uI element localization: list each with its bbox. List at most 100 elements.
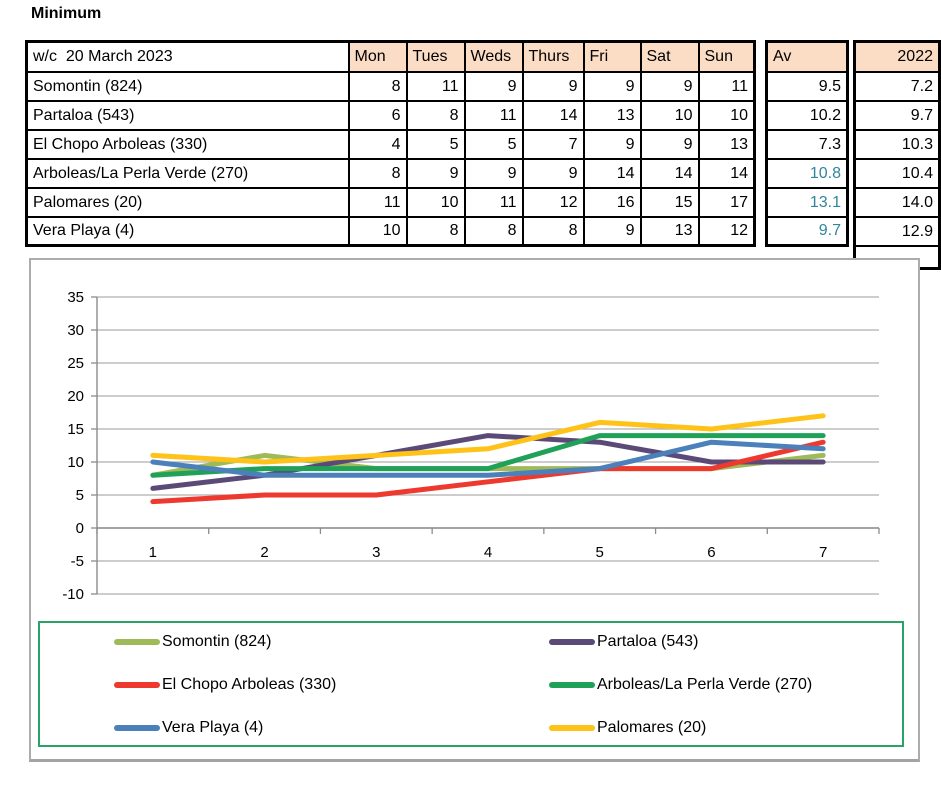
table-row: 9.5 (765, 70, 849, 102)
row-label-cell[interactable]: Somontin (824) (25, 70, 350, 102)
table-row: 9.7 (765, 215, 849, 247)
value-cell[interactable]: 12 (521, 186, 585, 218)
year-value-cell[interactable]: 10.3 (853, 128, 941, 160)
value-cell[interactable]: 8 (463, 215, 524, 247)
legend-label: Vera Playa (4) (162, 719, 264, 736)
year-value-cell[interactable]: 12.9 (853, 215, 941, 247)
legend-label: Partaloa (543) (597, 633, 699, 650)
value-cell[interactable]: 14 (582, 157, 642, 189)
average-header-cell[interactable]: Av (765, 40, 849, 73)
value-cell[interactable]: 10 (639, 99, 700, 131)
value-cell[interactable]: 10 (697, 99, 756, 131)
value-cell[interactable]: 8 (347, 157, 408, 189)
x-axis-label: 6 (707, 544, 715, 561)
average-cell[interactable]: 10.2 (765, 99, 849, 131)
day-header-fri[interactable]: Fri (582, 40, 642, 73)
x-axis-label: 7 (819, 544, 827, 561)
x-axis-label: 1 (149, 544, 157, 561)
value-cell[interactable]: 5 (463, 128, 524, 160)
row-label-cell[interactable]: Palomares (20) (25, 186, 350, 218)
row-label-cell[interactable]: Arboleas/La Perla Verde (270) (25, 157, 350, 189)
value-cell[interactable]: 10 (347, 215, 408, 247)
legend-swatch (114, 639, 160, 645)
value-cell[interactable]: 8 (405, 215, 466, 247)
value-cell[interactable]: 11 (463, 186, 524, 218)
legend-swatch (549, 639, 595, 645)
y-axis-label: 10 (67, 454, 84, 471)
year-value-cell[interactable]: 9.7 (853, 99, 941, 131)
day-header-weds[interactable]: Weds (463, 40, 524, 73)
row-label-cell[interactable]: El Chopo Arboleas (330) (25, 128, 350, 160)
year-value-cell[interactable]: 10.4 (853, 157, 941, 189)
week-header-cell[interactable]: w/c 20 March 2023 (25, 40, 350, 73)
table-row: Palomares (20) 11 10 11 12 16 15 17 (25, 186, 756, 218)
year-value-cell[interactable]: 14.0 (853, 186, 941, 218)
value-cell[interactable]: 9 (463, 157, 524, 189)
value-cell[interactable]: 17 (697, 186, 756, 218)
value-cell[interactable]: 7 (521, 128, 585, 160)
average-cell[interactable]: 7.3 (765, 128, 849, 160)
series-line (150, 439, 826, 505)
average-cell[interactable]: 10.8 (765, 157, 849, 189)
value-cell[interactable]: 13 (582, 99, 642, 131)
row-label-cell[interactable]: Vera Playa (4) (25, 215, 350, 247)
value-cell[interactable]: 14 (639, 157, 700, 189)
table-row: 9.7 (853, 99, 941, 131)
year-value-cell[interactable]: 7.2 (853, 70, 941, 102)
y-axis-label: -10 (62, 586, 84, 603)
value-cell[interactable]: 9 (582, 215, 642, 247)
value-cell[interactable]: 16 (582, 186, 642, 218)
legend-item: Vera Playa (4) (114, 718, 263, 738)
value-cell[interactable]: 10 (405, 186, 466, 218)
value-cell[interactable]: 5 (405, 128, 466, 160)
value-cell[interactable]: 14 (697, 157, 756, 189)
header-row: w/c 20 March 2023 Mon Tues Weds Thurs Fr… (25, 40, 756, 73)
day-header-sat[interactable]: Sat (639, 40, 700, 73)
average-cell[interactable]: 9.5 (765, 70, 849, 102)
legend-item: Partaloa (543) (549, 632, 698, 652)
x-axis-label: 3 (372, 544, 380, 561)
value-cell[interactable]: 9 (639, 128, 700, 160)
legend-swatch (549, 725, 595, 731)
legend-swatch (114, 682, 160, 688)
average-cell[interactable]: 13.1 (765, 186, 849, 218)
value-cell[interactable]: 13 (697, 128, 756, 160)
x-axis-label: 5 (596, 544, 604, 561)
day-header-mon[interactable]: Mon (347, 40, 408, 73)
legend-item: Palomares (20) (549, 718, 706, 738)
value-cell[interactable]: 9 (521, 70, 585, 102)
average-cell[interactable]: 9.7 (765, 215, 849, 247)
value-cell[interactable]: 6 (347, 99, 408, 131)
value-cell[interactable]: 11 (697, 70, 756, 102)
legend-label: Palomares (20) (597, 719, 707, 736)
value-cell[interactable]: 9 (521, 157, 585, 189)
value-cell[interactable]: 9 (463, 70, 524, 102)
value-cell[interactable]: 9 (405, 157, 466, 189)
value-cell[interactable]: 8 (521, 215, 585, 247)
day-header-thurs[interactable]: Thurs (521, 40, 585, 73)
legend-label: Arboleas/La Perla Verde (270) (597, 676, 813, 693)
value-cell[interactable]: 11 (347, 186, 408, 218)
value-cell[interactable]: 15 (639, 186, 700, 218)
year-header-cell[interactable]: 2022 (853, 40, 941, 73)
y-axis-label: 35 (67, 289, 84, 306)
value-cell[interactable]: 9 (639, 70, 700, 102)
value-cell[interactable]: 8 (405, 99, 466, 131)
row-label-cell[interactable]: Partaloa (543) (25, 99, 350, 131)
table-row: 14.0 (853, 186, 941, 218)
value-cell[interactable]: 8 (347, 70, 408, 102)
legend-item: Arboleas/La Perla Verde (270) (549, 675, 812, 695)
value-cell[interactable]: 11 (463, 99, 524, 131)
value-cell[interactable]: 11 (405, 70, 466, 102)
value-cell[interactable]: 13 (639, 215, 700, 247)
legend-label: El Chopo Arboleas (330) (162, 676, 337, 693)
day-header-sun[interactable]: Sun (697, 40, 756, 73)
value-cell[interactable]: 4 (347, 128, 408, 160)
day-header-tues[interactable]: Tues (405, 40, 466, 73)
header-row: Av (765, 40, 849, 73)
value-cell[interactable]: 9 (582, 128, 642, 160)
value-cell[interactable]: 14 (521, 99, 585, 131)
value-cell[interactable]: 12 (697, 215, 756, 247)
value-cell[interactable]: 9 (582, 70, 642, 102)
